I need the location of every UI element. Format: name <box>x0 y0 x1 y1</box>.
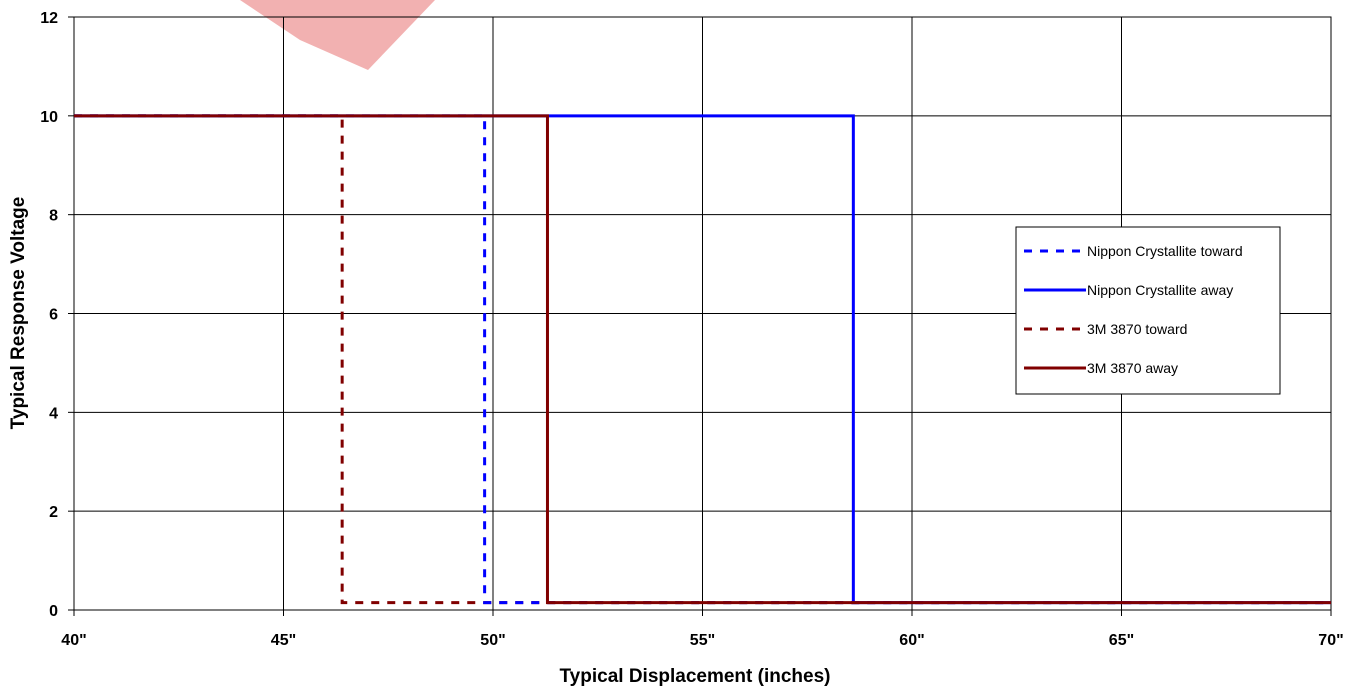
y-tick-label: 4 <box>49 405 58 422</box>
y-axis-title: Typical Response Voltage <box>8 197 29 430</box>
legend-label: Nippon Crystallite away <box>1087 282 1233 298</box>
y-tick-label: 12 <box>40 10 58 27</box>
x-tick-label: 45" <box>271 632 296 649</box>
x-tick-label: 70" <box>1318 632 1343 649</box>
x-tick-label: 60" <box>899 632 924 649</box>
x-tick-label: 50" <box>480 632 505 649</box>
x-axis-title: Typical Displacement (inches) <box>559 666 830 687</box>
legend: Nippon Crystallite toward Nippon Crystall… <box>1015 226 1281 395</box>
watermark-shape <box>240 0 435 70</box>
y-tick-label: 6 <box>49 307 58 324</box>
legend-label: Nippon Crystallite toward <box>1087 243 1243 259</box>
y-tick-label: 0 <box>49 603 58 620</box>
series-lines <box>74 114 1331 605</box>
legend-box <box>1015 226 1281 395</box>
legend-label: 3M 3870 toward <box>1087 321 1187 337</box>
y-tick-label: 10 <box>40 109 58 126</box>
y-tick-label: 2 <box>49 504 58 521</box>
y-axis-ticks: 0 2 4 6 8 10 12 <box>40 10 74 620</box>
x-tick-label: 40" <box>61 632 86 649</box>
x-tick-label: 65" <box>1109 632 1134 649</box>
series-line-3 <box>74 114 1331 605</box>
x-axis-ticks: 40" 45" 50" 55" 60" 65" 70" <box>61 610 1344 649</box>
x-tick-label: 55" <box>690 632 715 649</box>
y-tick-label: 8 <box>49 208 58 225</box>
legend-label: 3M 3870 away <box>1087 360 1178 376</box>
